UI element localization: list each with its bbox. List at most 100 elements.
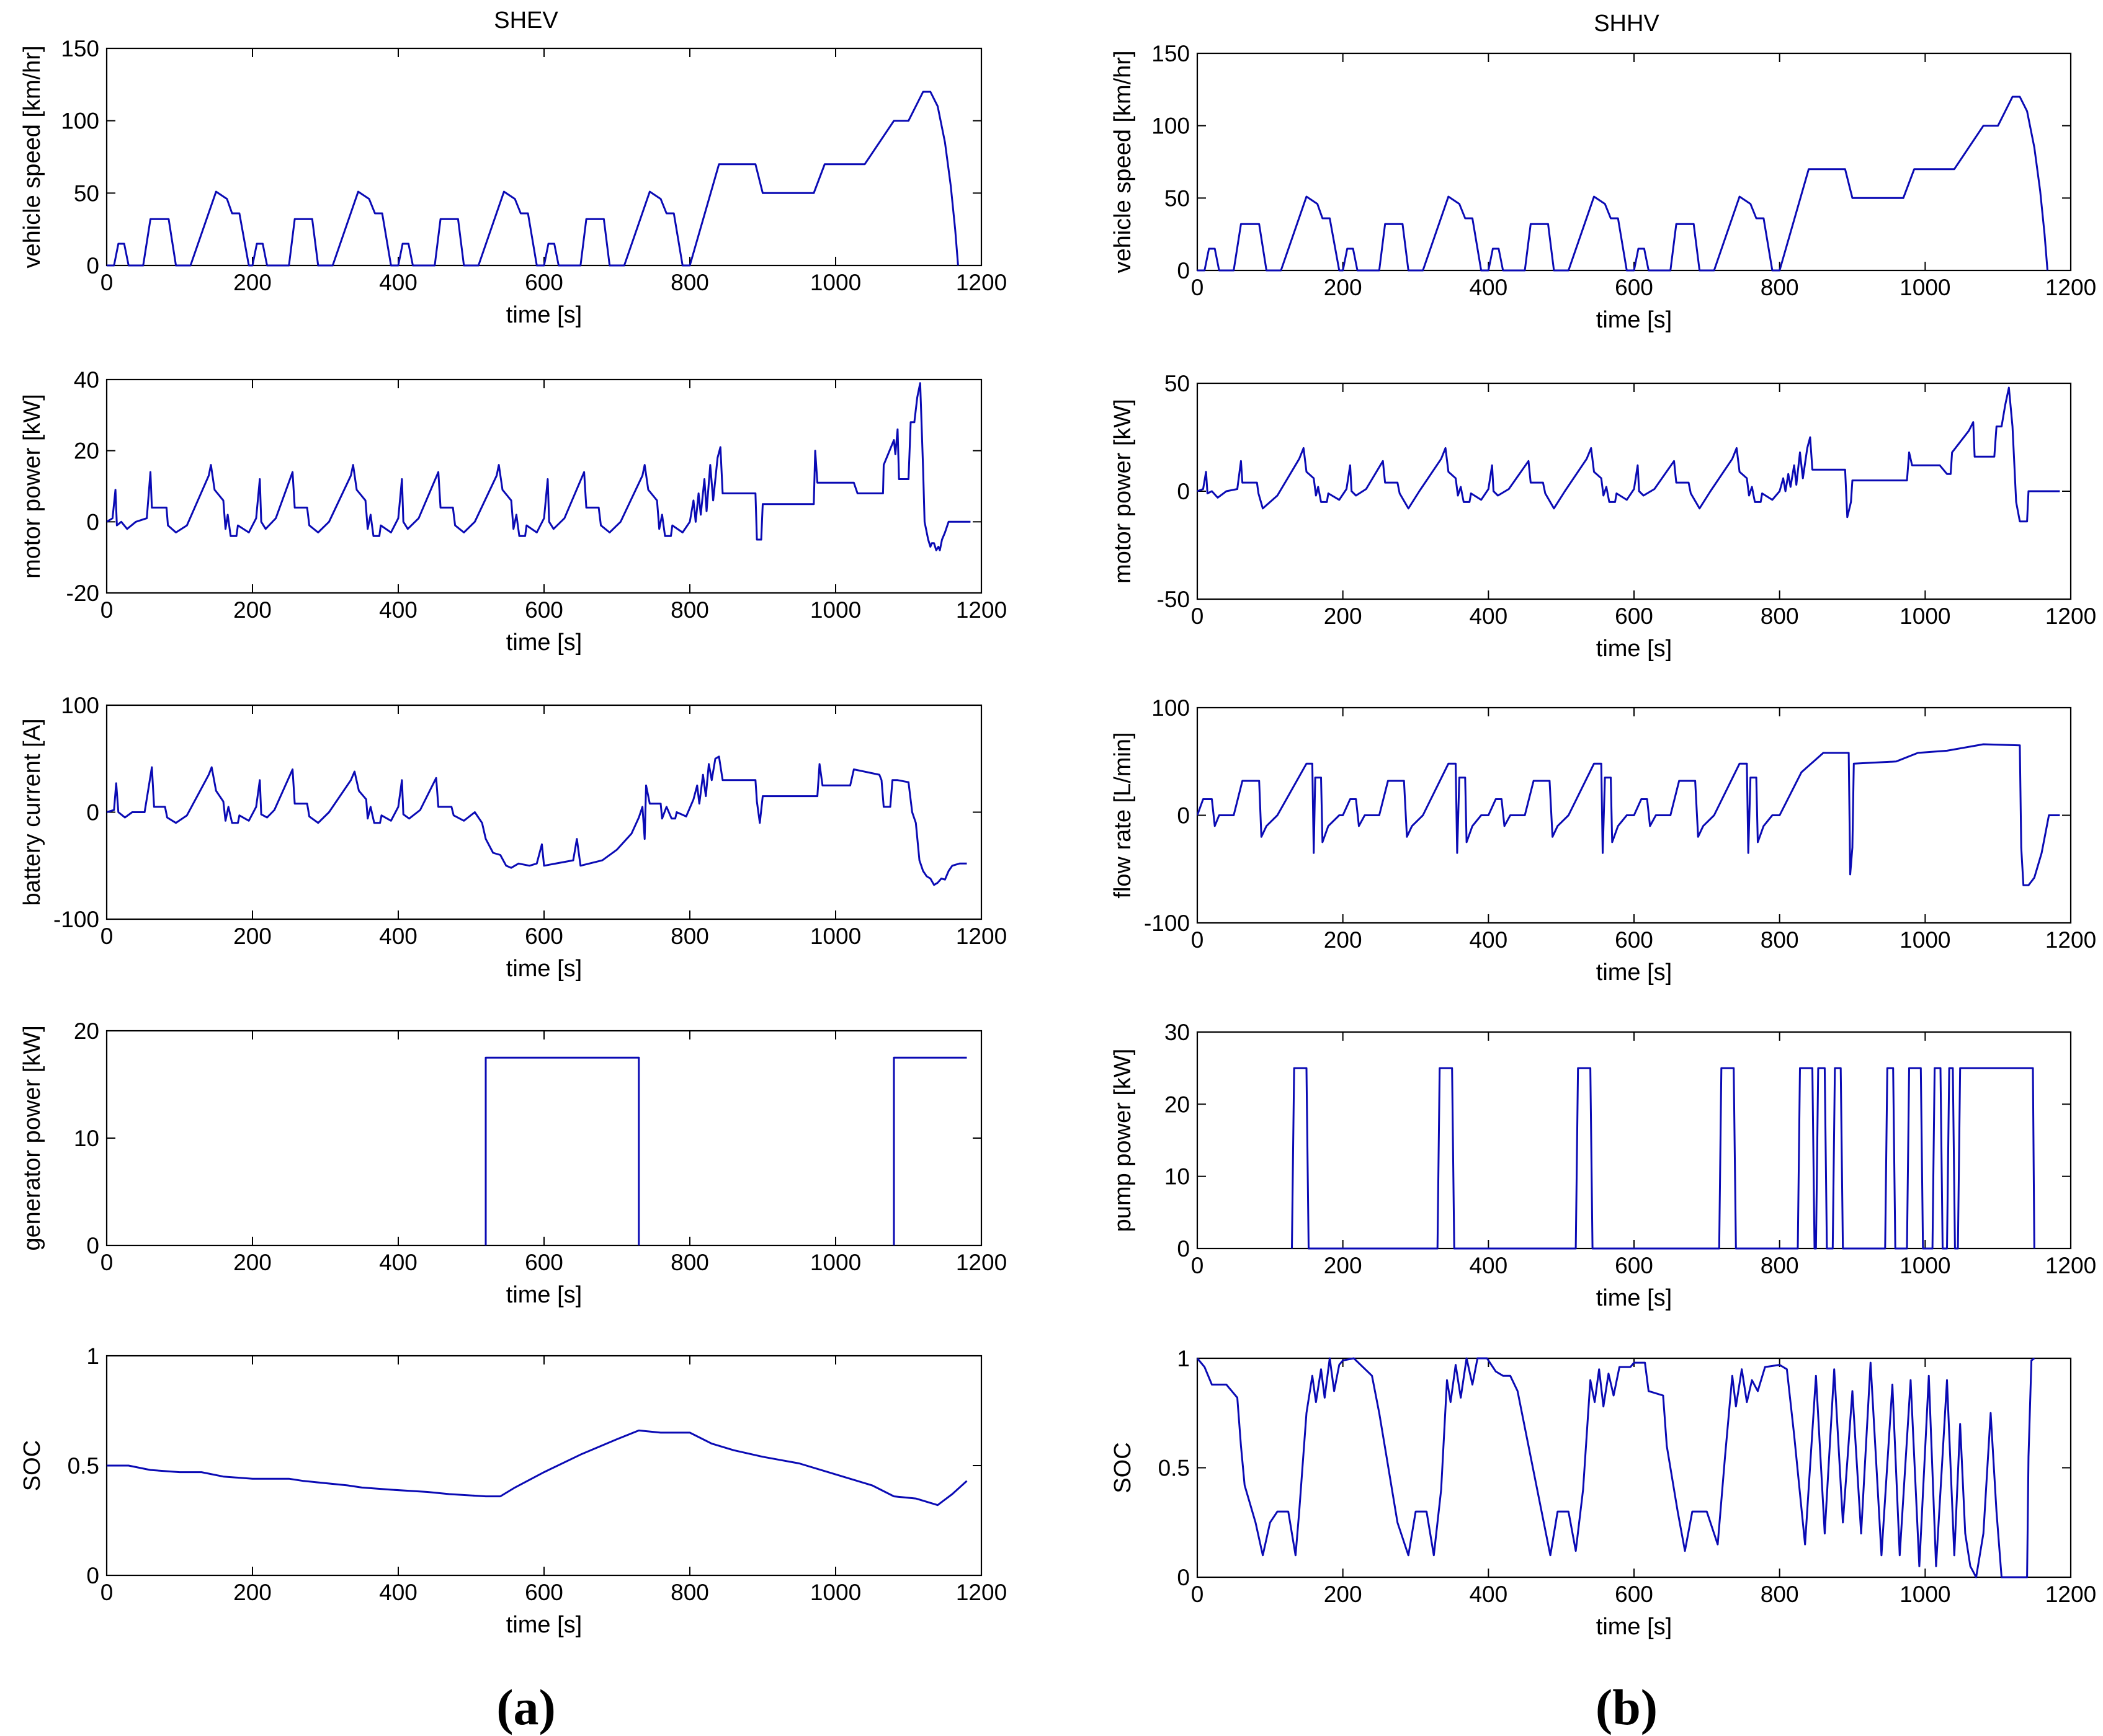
x-tick-label: 400 [1469, 1253, 1507, 1278]
plot-frame [105, 1030, 983, 1247]
plot-frame [105, 1355, 983, 1577]
x-tick-label: 600 [1615, 1253, 1653, 1278]
x-tick-label: 200 [233, 924, 272, 949]
y-tick-label: 0 [1177, 803, 1190, 829]
y-axis-label: motor power [kW] [1110, 399, 1136, 584]
plot-frame [1196, 1031, 2072, 1250]
x-axis-label: time [s] [1596, 1285, 1672, 1311]
y-tick-label: 150 [61, 36, 99, 61]
y-tick-label: 0.5 [1158, 1456, 1190, 1481]
x-tick-label: 800 [1761, 1253, 1799, 1278]
y-tick-label: 50 [74, 180, 99, 206]
y-tick-label: 0 [86, 1233, 99, 1258]
y-tick-label: 50 [1164, 371, 1190, 396]
subplot-a1: 0 200 400 600 800 1000 1200 0 50 100 150 time [s] ve… [19, 36, 1007, 328]
subplot-a4: 0 200 400 600 800 1000 1200 0 10 20 time [s] genera… [19, 1018, 1007, 1308]
series-line-b2-0 [1197, 386, 2060, 523]
subplot-b1: 0 200 400 600 800 1000 1200 0 50 100 150 time [s] ve… [1110, 41, 2096, 333]
panel-label-b: (b) [1596, 1679, 1658, 1735]
x-tick-label: 600 [525, 1250, 563, 1275]
y-tick-label: 150 [1151, 41, 1190, 66]
y-tick-label: 100 [61, 693, 99, 718]
x-tick-label: 400 [379, 1580, 417, 1605]
plot-frame [105, 47, 983, 267]
plot-frame [1196, 382, 2072, 600]
x-tick-label: 200 [1324, 603, 1362, 629]
y-tick-label: 20 [74, 438, 99, 464]
x-tick-label: 400 [1469, 927, 1507, 953]
plot-frame [1196, 52, 2072, 272]
panel-label-a: (a) [496, 1679, 556, 1735]
x-tick-label: 600 [1615, 275, 1653, 300]
x-tick-label: 400 [379, 270, 417, 295]
x-tick-label: 1200 [956, 270, 1007, 295]
subplot-a5: 0 200 400 600 800 1000 1200 0 0.5 1 time [s] SOC [19, 1343, 1007, 1638]
series-line-a1-0 [107, 91, 959, 267]
x-tick-label: 800 [1761, 927, 1799, 953]
plot-frame [105, 704, 983, 920]
column-title-left: SHEV [494, 7, 558, 33]
x-tick-label: 1000 [810, 597, 861, 623]
x-tick-label: 800 [671, 270, 709, 295]
x-tick-label: 800 [671, 1250, 709, 1275]
x-tick-label: 600 [525, 924, 563, 949]
x-axis-label: time [s] [1596, 307, 1672, 333]
y-tick-label: 1 [86, 1343, 99, 1369]
x-tick-label: 1000 [1900, 1582, 1950, 1607]
y-axis-label: SOC [1110, 1442, 1136, 1493]
y-axis-label: SOC [19, 1440, 45, 1491]
x-tick-label: 0 [1191, 927, 1204, 953]
x-axis-label: time [s] [1596, 636, 1672, 662]
x-tick-label: 400 [1469, 275, 1507, 300]
series-line-a2-0 [107, 382, 971, 551]
y-tick-label: 0.5 [68, 1453, 99, 1479]
y-tick-label: -20 [66, 581, 99, 606]
series-line-a4-0 [484, 1056, 640, 1245]
series-line-a4-1 [893, 1056, 967, 1245]
x-tick-label: 600 [525, 597, 563, 623]
series-line-a5-0 [107, 1429, 968, 1507]
x-tick-label: 0 [100, 1580, 114, 1605]
series-line-b3-0 [1197, 743, 2060, 886]
x-tick-label: 200 [233, 1580, 272, 1605]
x-tick-label: 800 [1761, 275, 1799, 300]
y-tick-label: 0 [86, 509, 99, 535]
y-tick-label: 100 [1151, 114, 1190, 139]
x-tick-label: 600 [1615, 1582, 1653, 1607]
x-tick-label: 1000 [810, 1580, 861, 1605]
x-tick-label: 1000 [810, 1250, 861, 1275]
y-tick-label: 0 [86, 1563, 99, 1588]
x-tick-label: 200 [1324, 1582, 1362, 1607]
y-tick-label: 10 [74, 1126, 99, 1151]
y-tick-label: 0 [1177, 1236, 1190, 1262]
panel-label-a-open: ( [496, 1679, 513, 1735]
x-tick-label: 1200 [2045, 927, 2096, 953]
x-tick-label: 0 [100, 1250, 114, 1275]
y-tick-label: 0 [1177, 479, 1190, 504]
subplot-b5: 0 200 400 600 800 1000 1200 0 0.5 1 time [s] SOC [1110, 1346, 2096, 1640]
x-tick-label: 0 [100, 924, 114, 949]
y-tick-label: 100 [1151, 695, 1190, 721]
column-title-right: SHHV [1594, 11, 1659, 37]
x-tick-label: 1000 [1900, 927, 1950, 953]
x-tick-label: 800 [1761, 603, 1799, 629]
y-tick-label: 100 [61, 109, 99, 134]
x-tick-label: 200 [233, 597, 272, 623]
x-tick-label: 200 [1324, 927, 1362, 953]
x-tick-label: 400 [1469, 603, 1507, 629]
x-axis-label: time [s] [506, 956, 582, 982]
y-tick-label: 0 [1177, 1565, 1190, 1590]
x-tick-label: 1000 [1900, 1253, 1950, 1278]
x-tick-label: 1200 [2045, 1253, 2096, 1278]
x-axis-label: time [s] [506, 1282, 582, 1308]
x-tick-label: 1000 [1900, 275, 1950, 300]
x-tick-label: 200 [1324, 1253, 1362, 1278]
subplot-b4: 0 200 400 600 800 1000 1200 0 10 20 30 time [s] pump… [1110, 1020, 2096, 1311]
x-tick-label: 1200 [2045, 275, 2096, 300]
series-line-b1-0 [1197, 96, 2048, 272]
x-tick-label: 1200 [956, 597, 1007, 623]
